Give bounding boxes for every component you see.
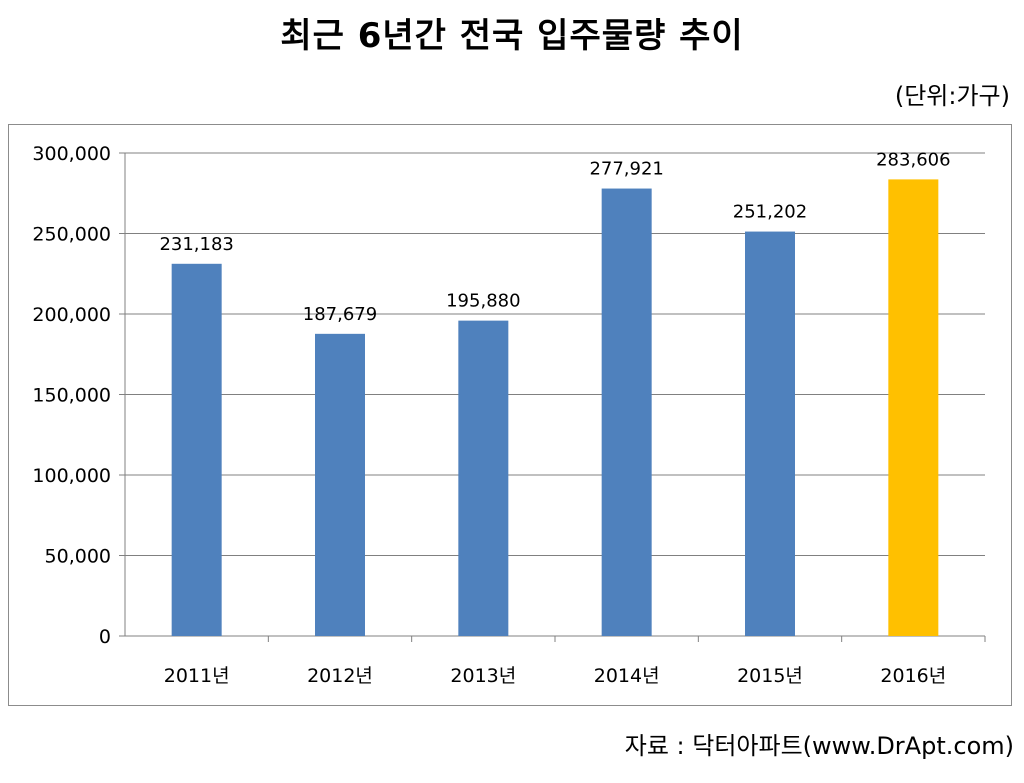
x-tick-label: 2012년 bbox=[307, 665, 373, 687]
bar-4 bbox=[601, 188, 652, 637]
y-tick-label: 0 bbox=[99, 626, 111, 648]
x-tick-label: 2015년 bbox=[737, 665, 803, 687]
x-tick-label: 2013년 bbox=[450, 665, 516, 687]
data-label: 251,202 bbox=[733, 202, 807, 223]
y-tick-label: 200,000 bbox=[32, 304, 111, 326]
bar-2 bbox=[315, 333, 365, 636]
y-tick-label: 150,000 bbox=[32, 385, 111, 407]
y-tick-label: 50,000 bbox=[45, 546, 111, 568]
y-tick-label: 250,000 bbox=[32, 224, 111, 246]
data-label: 195,880 bbox=[446, 291, 520, 312]
y-tick-label: 300,000 bbox=[32, 143, 111, 165]
x-tick-label: 2011년 bbox=[164, 665, 230, 687]
y-tick-label: 100,000 bbox=[32, 465, 111, 487]
data-label: 277,921 bbox=[589, 159, 663, 180]
x-tick-label: 2014년 bbox=[594, 665, 660, 687]
data-label: 283,606 bbox=[876, 149, 950, 170]
bar-3 bbox=[458, 320, 509, 636]
chart-title: 최근 6년간 전국 입주물량 추이 bbox=[280, 16, 744, 56]
source-note: 자료 : 닥터아파트(www.DrApt.com) bbox=[624, 732, 1014, 760]
data-label: 231,183 bbox=[159, 234, 233, 255]
data-label: 187,679 bbox=[303, 304, 377, 325]
unit-label: (단위:가구) bbox=[894, 82, 1010, 110]
x-tick-label: 2016년 bbox=[880, 665, 946, 687]
bar-1 bbox=[171, 263, 222, 636]
bar-5 bbox=[745, 231, 795, 637]
bar-6 bbox=[888, 179, 939, 636]
